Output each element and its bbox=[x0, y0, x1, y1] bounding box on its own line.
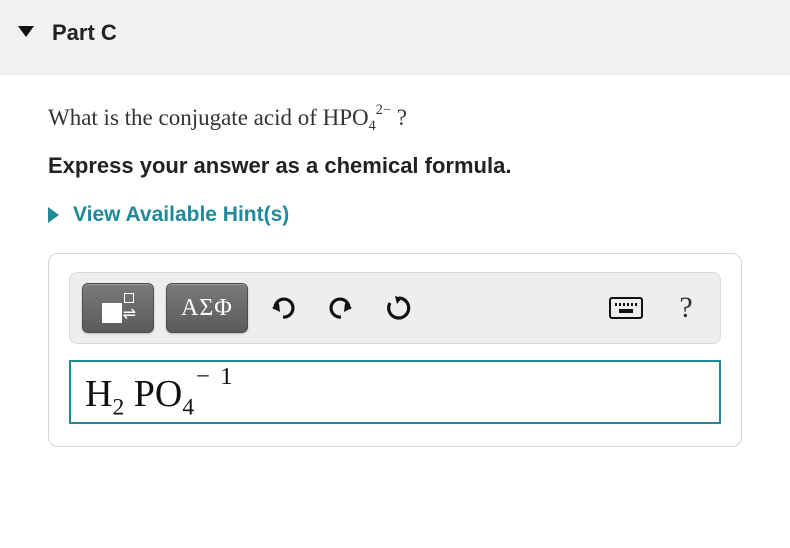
hints-toggle[interactable]: View Available Hint(s) bbox=[48, 203, 742, 227]
chevron-right-icon bbox=[48, 207, 59, 223]
question-species: HPO42− bbox=[323, 105, 391, 130]
help-button[interactable]: ? bbox=[664, 283, 708, 333]
undo-icon bbox=[268, 295, 298, 321]
reset-button[interactable] bbox=[376, 283, 422, 333]
greek-button[interactable]: ΑΣΦ bbox=[166, 283, 248, 333]
answer-panel: ⇌ ΑΣΦ bbox=[48, 253, 742, 447]
undo-button[interactable] bbox=[260, 283, 306, 333]
formula-value: H2 PO4− 1 bbox=[85, 372, 235, 416]
formula-input[interactable]: H2 PO4− 1 bbox=[69, 360, 721, 424]
keyboard-button[interactable] bbox=[600, 283, 652, 333]
greek-label: ΑΣΦ bbox=[181, 295, 233, 322]
keyboard-icon bbox=[609, 297, 643, 319]
redo-icon bbox=[326, 295, 356, 321]
chevron-down-icon bbox=[18, 26, 34, 37]
hints-label: View Available Hint(s) bbox=[73, 203, 289, 227]
redo-button[interactable] bbox=[318, 283, 364, 333]
part-header[interactable]: Part C bbox=[0, 0, 790, 75]
template-superscript-icon: ⇌ bbox=[102, 293, 134, 323]
question-prefix: What is the conjugate acid of bbox=[48, 105, 323, 130]
question-suffix: ? bbox=[391, 105, 407, 130]
template-button[interactable]: ⇌ bbox=[82, 283, 154, 333]
formula-toolbar: ⇌ ΑΣΦ bbox=[69, 272, 721, 344]
part-title: Part C bbox=[52, 20, 117, 46]
content-area: What is the conjugate acid of HPO42− ? E… bbox=[0, 75, 790, 447]
instruction-text: Express your answer as a chemical formul… bbox=[48, 153, 742, 179]
question-text: What is the conjugate acid of HPO42− ? bbox=[48, 105, 742, 131]
reset-icon bbox=[384, 293, 414, 323]
help-icon: ? bbox=[679, 291, 692, 325]
